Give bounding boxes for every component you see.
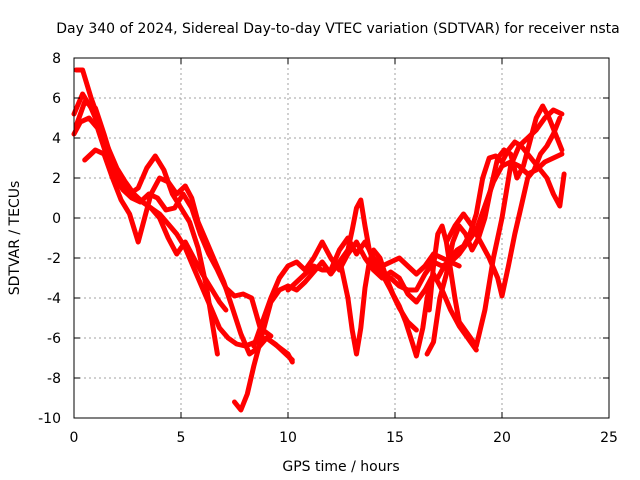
series-line-track-14 [443, 115, 563, 299]
x-tick-label: 25 [600, 430, 618, 446]
series-line-track-5 [73, 67, 229, 313]
y-tick-label: -8 [47, 371, 61, 387]
y-tick-label: 8 [52, 51, 61, 67]
series-line-track-7 [251, 239, 479, 353]
x-axis-label: GPS time / hours [282, 459, 399, 475]
y-tick-label: -10 [38, 411, 61, 427]
axis-ticks [73, 57, 610, 419]
y-tick-label: 0 [52, 211, 61, 227]
y-tick-label: -6 [47, 331, 61, 347]
y-tick-label: 4 [52, 131, 61, 147]
series-line-track-8 [285, 235, 462, 293]
y-tick-label: 6 [52, 91, 61, 107]
x-tick-label: 20 [493, 430, 511, 446]
x-tick-label: 10 [279, 430, 297, 446]
data-series [71, 67, 567, 413]
x-tick-labels: 0 5 10 15 20 25 [70, 430, 618, 446]
series-line-track-12 [424, 103, 565, 357]
plot-frame [73, 57, 610, 419]
series-line-track-13 [435, 139, 567, 281]
y-tick-label: -2 [47, 251, 61, 267]
series-line-track-9 [339, 247, 434, 359]
chart-title: Day 340 of 2024, Sidereal Day-to-day VTE… [56, 21, 619, 37]
x-tick-label: 0 [70, 430, 79, 446]
y-tick-label: -4 [47, 291, 61, 307]
x-tick-label: 5 [177, 430, 186, 446]
y-axis-label: SDTVAR / TECUs [7, 181, 23, 296]
x-tick-label: 15 [386, 430, 404, 446]
y-tick-label: 2 [52, 171, 61, 187]
y-tick-labels: -10 -8 -6 -4 -2 0 2 4 6 8 [38, 51, 61, 427]
grid-lines [74, 58, 609, 418]
